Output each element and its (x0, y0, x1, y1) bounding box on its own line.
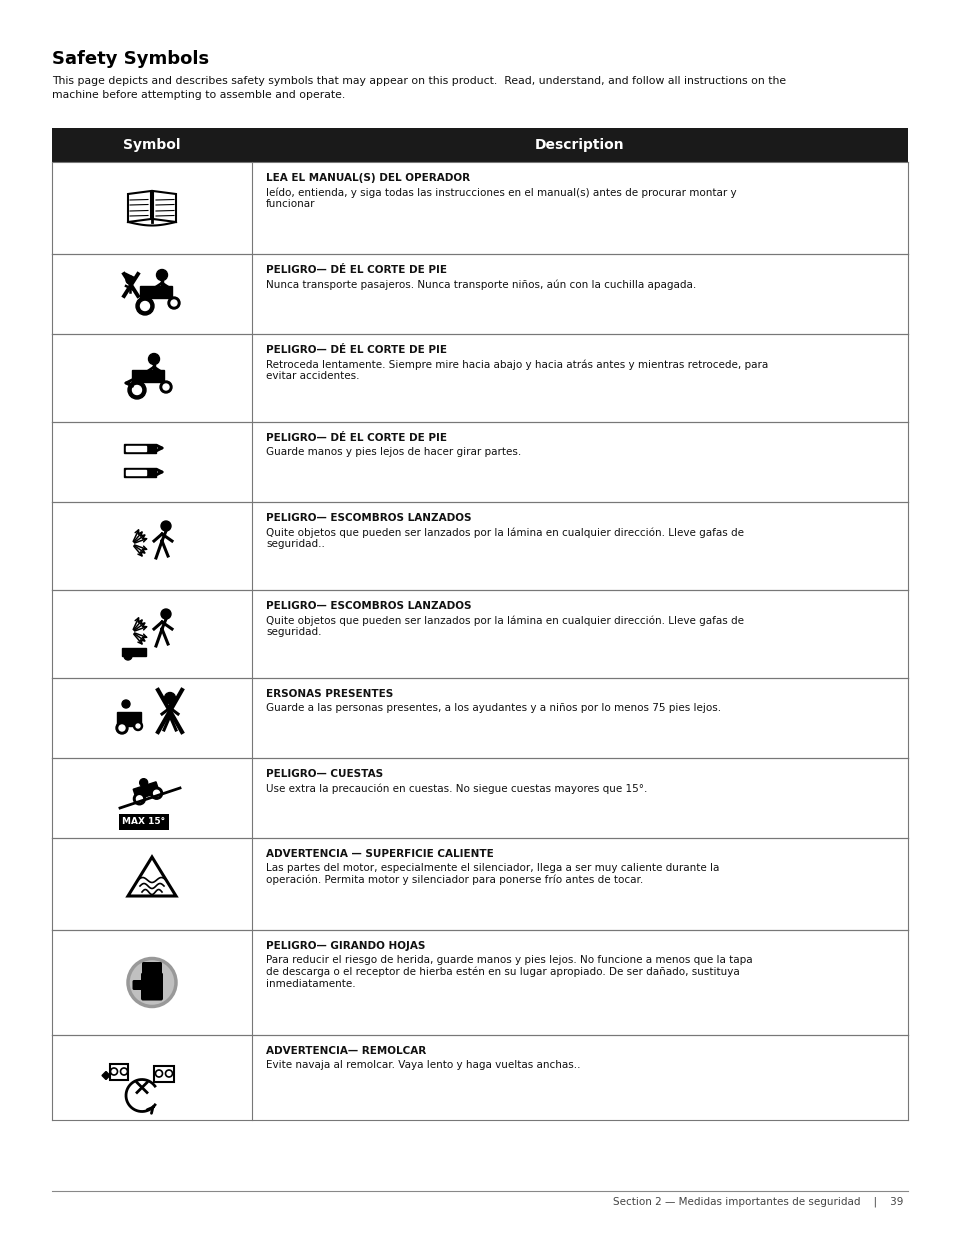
Polygon shape (133, 782, 159, 800)
Text: LEA EL MANUAL(S) DEL OPERADOR: LEA EL MANUAL(S) DEL OPERADOR (266, 173, 470, 183)
Text: PELIGRO— DÉ EL CORTE DE PIE: PELIGRO— DÉ EL CORTE DE PIE (266, 345, 447, 354)
Text: Symbol: Symbol (123, 138, 180, 152)
Text: MAX 15°: MAX 15° (122, 818, 166, 826)
Bar (124, 445, 156, 453)
Circle shape (124, 652, 132, 659)
Bar (124, 468, 156, 477)
Circle shape (128, 958, 175, 1007)
Text: PELIGRO— GIRANDO HOJAS: PELIGRO— GIRANDO HOJAS (266, 941, 425, 951)
FancyBboxPatch shape (146, 962, 153, 977)
Text: Safety Symbols: Safety Symbols (52, 49, 209, 68)
Bar (52, 128, 907, 162)
Circle shape (122, 700, 130, 708)
Text: PELIGRO— DÉ EL CORTE DE PIE: PELIGRO— DÉ EL CORTE DE PIE (266, 433, 447, 443)
Text: PELIGRO— ESCOMBROS LANZADOS: PELIGRO— ESCOMBROS LANZADOS (266, 601, 471, 611)
Circle shape (151, 787, 162, 799)
Text: Quite objetos que pueden ser lanzados por la lámina en cualquier dirección. Llev: Quite objetos que pueden ser lanzados po… (266, 527, 743, 550)
Circle shape (153, 790, 159, 797)
Bar (126, 446, 146, 451)
Bar (117, 713, 141, 726)
Text: Nunca transporte pasajeros. Nunca transporte niños, aún con la cuchilla apagada.: Nunca transporte pasajeros. Nunca transp… (266, 279, 696, 289)
Text: Las partes del motor, especialmente el silenciador, llega a ser muy caliente dur: Las partes del motor, especialmente el s… (266, 863, 719, 885)
FancyBboxPatch shape (142, 962, 150, 977)
Text: PELIGRO— ESCOMBROS LANZADOS: PELIGRO— ESCOMBROS LANZADOS (266, 513, 471, 522)
Circle shape (136, 724, 140, 727)
Circle shape (136, 795, 142, 802)
Text: Retroceda lentamente. Siempre mire hacia abajo y hacia atrás antes y mientras re: Retroceda lentamente. Siempre mire hacia… (266, 359, 767, 382)
Circle shape (171, 300, 177, 306)
Text: Para reducir el riesgo de herida, guarde manos y pies lejos. No funcione a menos: Para reducir el riesgo de herida, guarde… (266, 955, 752, 989)
Circle shape (164, 693, 175, 704)
Circle shape (163, 384, 169, 390)
Circle shape (161, 521, 171, 531)
Text: This page depicts and describes safety symbols that may appear on this product. : This page depicts and describes safety s… (52, 77, 785, 86)
Circle shape (161, 609, 171, 619)
Circle shape (133, 793, 145, 805)
Circle shape (168, 296, 180, 309)
Circle shape (132, 385, 141, 394)
Text: ADVERTENCIA— REMOLCAR: ADVERTENCIA— REMOLCAR (266, 1046, 426, 1056)
Bar (110, 1063, 128, 1079)
Circle shape (136, 296, 153, 315)
Text: machine before attempting to assemble and operate.: machine before attempting to assemble an… (52, 90, 345, 100)
Polygon shape (102, 1072, 110, 1079)
Circle shape (149, 353, 159, 364)
Circle shape (156, 269, 168, 280)
Text: Description: Description (535, 138, 624, 152)
Text: PELIGRO— CUESTAS: PELIGRO— CUESTAS (266, 769, 383, 779)
Circle shape (139, 779, 148, 787)
Circle shape (119, 725, 125, 731)
Text: leído, entienda, y siga todas las instrucciones en el manual(s) antes de procura: leído, entienda, y siga todas las instru… (266, 186, 736, 209)
Circle shape (116, 722, 128, 734)
Bar (140, 287, 172, 298)
FancyBboxPatch shape (132, 981, 146, 990)
Text: ADVERTENCIA — SUPERFICIE CALIENTE: ADVERTENCIA — SUPERFICIE CALIENTE (266, 848, 494, 860)
Bar (126, 471, 146, 475)
Circle shape (140, 301, 150, 310)
Text: Section 2 — Medidas importantes de seguridad    |    39: Section 2 — Medidas importantes de segur… (612, 1197, 902, 1207)
Bar (153, 1066, 173, 1082)
Circle shape (128, 382, 146, 399)
Bar (122, 648, 146, 656)
Text: ERSONAS PRESENTES: ERSONAS PRESENTES (266, 689, 393, 699)
FancyBboxPatch shape (141, 972, 163, 1000)
Circle shape (133, 721, 142, 730)
Circle shape (126, 275, 133, 284)
Text: PELIGRO— DÉ EL CORTE DE PIE: PELIGRO— DÉ EL CORTE DE PIE (266, 266, 447, 275)
Text: Quite objetos que pueden ser lanzados por la lámina en cualquier dirección. Llev: Quite objetos que pueden ser lanzados po… (266, 615, 743, 637)
Text: Evite navaja al remolcar. Vaya lento y haga vueltas anchas..: Evite navaja al remolcar. Vaya lento y h… (266, 1060, 579, 1070)
Bar (132, 370, 164, 382)
Text: Guarde manos y pies lejos de hacer girar partes.: Guarde manos y pies lejos de hacer girar… (266, 447, 520, 457)
Text: Guarde a las personas presentes, a los ayudantes y a niños por lo menos 75 pies : Guarde a las personas presentes, a los a… (266, 703, 720, 713)
FancyBboxPatch shape (150, 962, 158, 977)
FancyBboxPatch shape (153, 962, 162, 977)
Circle shape (160, 382, 172, 393)
Text: Use extra la precaución en cuestas. No siegue cuestas mayores que 15°.: Use extra la precaución en cuestas. No s… (266, 783, 647, 794)
